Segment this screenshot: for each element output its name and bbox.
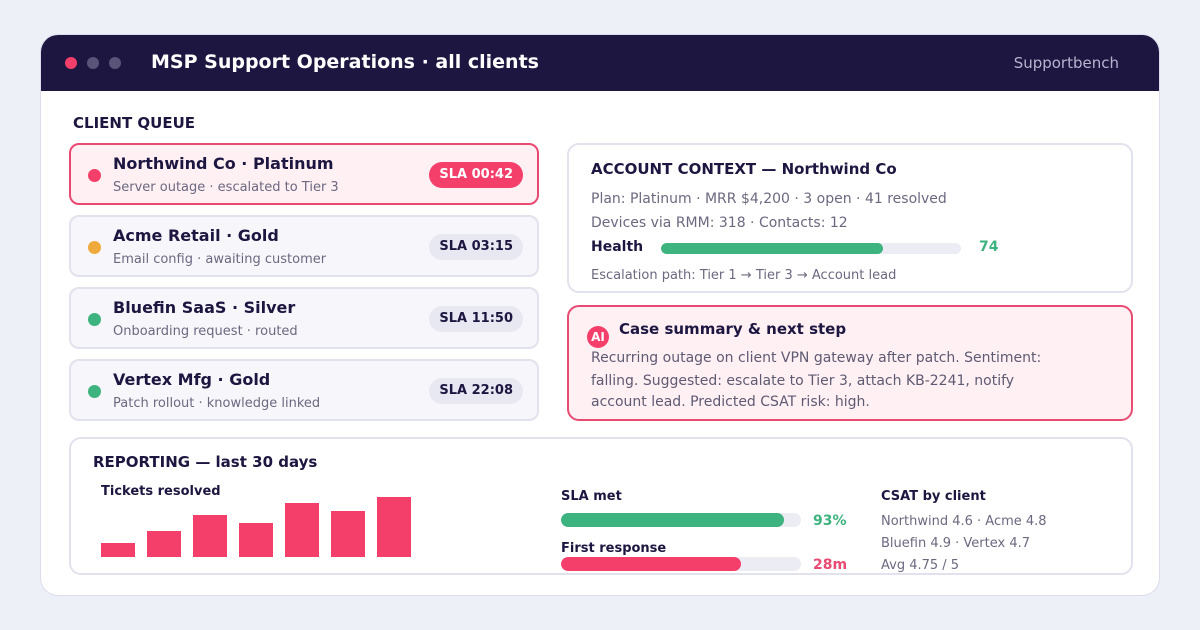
status-dot	[88, 169, 101, 182]
title-bar: MSP Support Operations · all clients Sup…	[41, 35, 1159, 91]
bar	[101, 543, 135, 557]
client-name: Acme Retail · Gold	[113, 226, 279, 245]
queue-item[interactable]: Northwind Co · Platinum Server outage · e…	[69, 143, 539, 205]
chart-title: Tickets resolved	[101, 484, 221, 499]
csat-line: Avg 4.75 / 5	[881, 558, 960, 573]
bar	[147, 531, 181, 557]
status-dot	[88, 385, 101, 398]
summary-line: account lead. Predicted CSAT risk: high.	[591, 394, 870, 410]
health-bar	[661, 243, 883, 254]
bar	[377, 497, 411, 557]
section-title: CLIENT QUEUE	[73, 114, 196, 132]
health-track	[661, 243, 961, 254]
metric-value: 28m	[813, 557, 848, 573]
health-value: 74	[979, 239, 999, 255]
sla-badge: SLA 22:08	[429, 378, 523, 404]
metric-label: SLA met	[561, 489, 622, 504]
app-title: MSP Support Operations · all clients	[151, 51, 539, 73]
escalation: Escalation path: Tier 1 → Tier 3 → Accou…	[591, 268, 897, 283]
panel-title: ACCOUNT CONTEXT — Northwind Co	[591, 160, 897, 178]
metric-bar	[561, 557, 741, 571]
bar	[285, 503, 319, 557]
metric-bar	[561, 513, 785, 527]
info-line: Plan: Platinum · MRR $4,200 · 3 open · 4…	[591, 191, 947, 207]
status-dot	[88, 313, 101, 326]
metric-track	[561, 557, 801, 571]
summary-line: falling. Suggested: escalate to Tier 3, …	[591, 373, 1015, 389]
queue-item[interactable]: Vertex Mfg · Gold Patch rollout · knowled…	[69, 359, 539, 421]
ai-badge: AI	[587, 326, 609, 348]
ticket-detail: Patch rollout · knowledge linked	[113, 396, 321, 411]
sla-badge: SLA 03:15	[429, 234, 523, 260]
queue-item[interactable]: Bluefin SaaS · Silver Onboarding request …	[69, 287, 539, 349]
bar	[193, 515, 227, 557]
window: MSP Support Operations · all clients Sup…	[40, 34, 1160, 596]
metric-track	[561, 513, 801, 527]
info-line: Devices via RMM: 318 · Contacts: 12	[591, 215, 848, 231]
ai-panel: AI Case summary & next step Recurring ou…	[567, 305, 1133, 421]
window-dot	[65, 57, 77, 69]
client-name: Vertex Mfg · Gold	[113, 370, 271, 389]
brand: Supportbench	[1013, 54, 1119, 72]
sla-badge: SLA 11:50	[429, 306, 523, 332]
summary-line: Recurring outage on client VPN gateway a…	[591, 350, 1042, 366]
client-name: Bluefin SaaS · Silver	[113, 298, 296, 317]
csat-line: Bluefin 4.9 · Vertex 4.7	[881, 536, 1030, 551]
window-dot	[109, 57, 121, 69]
client-name: Northwind Co · Platinum	[113, 154, 334, 173]
bar	[239, 523, 273, 557]
panel-title: REPORTING — last 30 days	[93, 453, 318, 471]
ticket-detail: Onboarding request · routed	[113, 324, 298, 339]
ticket-detail: Server outage · escalated to Tier 3	[113, 180, 339, 195]
health-label: Health	[591, 239, 644, 255]
queue-item[interactable]: Acme Retail · Gold Email config · awaitin…	[69, 215, 539, 277]
reporting-panel: REPORTING — last 30 days Tickets resolve…	[69, 437, 1133, 575]
panel-title: Case summary & next step	[619, 320, 847, 338]
account-panel: ACCOUNT CONTEXT — Northwind Co Plan: Pla…	[567, 143, 1133, 293]
status-dot	[88, 241, 101, 254]
sla-badge: SLA 00:42	[429, 162, 523, 188]
csat-line: Northwind 4.6 · Acme 4.8	[881, 514, 1047, 529]
metric-label: First response	[561, 541, 667, 556]
csat-title: CSAT by client	[881, 489, 986, 504]
bar	[331, 511, 365, 557]
ticket-detail: Email config · awaiting customer	[113, 252, 327, 267]
metric-value: 93%	[813, 513, 847, 529]
window-dot	[87, 57, 99, 69]
